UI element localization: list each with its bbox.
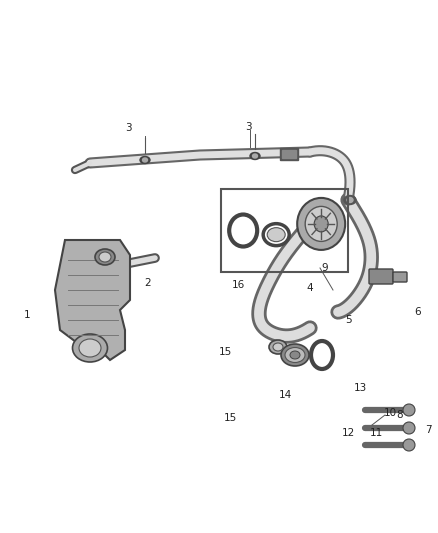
Ellipse shape [140, 157, 150, 164]
Text: 3: 3 [245, 122, 251, 132]
Text: 15: 15 [223, 413, 237, 423]
Ellipse shape [305, 206, 337, 241]
Ellipse shape [250, 152, 260, 159]
Bar [221, 189, 348, 272]
FancyBboxPatch shape [393, 272, 407, 282]
Text: 8: 8 [397, 410, 403, 420]
Ellipse shape [99, 252, 111, 262]
Ellipse shape [252, 154, 258, 158]
Text: 12: 12 [341, 428, 355, 438]
Ellipse shape [314, 216, 328, 232]
Text: 14: 14 [279, 390, 292, 400]
Bar [282, 150, 296, 158]
Ellipse shape [285, 348, 305, 362]
Text: 3: 3 [125, 123, 131, 133]
Text: 1: 1 [24, 310, 30, 320]
Text: 4: 4 [307, 283, 313, 293]
Text: 5: 5 [345, 315, 351, 325]
Polygon shape [55, 240, 130, 360]
Ellipse shape [267, 228, 285, 241]
Text: 16: 16 [231, 280, 245, 290]
Ellipse shape [73, 334, 107, 362]
FancyBboxPatch shape [369, 269, 393, 284]
Text: 13: 13 [353, 383, 367, 393]
Ellipse shape [95, 249, 115, 265]
Ellipse shape [142, 158, 148, 162]
Circle shape [403, 439, 415, 451]
Circle shape [403, 404, 415, 416]
Ellipse shape [347, 198, 353, 203]
Text: 2: 2 [145, 278, 151, 288]
Ellipse shape [269, 340, 287, 354]
Ellipse shape [273, 343, 283, 351]
Ellipse shape [281, 344, 309, 366]
Bar [280, 148, 298, 160]
Text: 7: 7 [425, 425, 431, 435]
Text: 11: 11 [369, 428, 383, 438]
Text: 9: 9 [321, 263, 328, 273]
Text: 15: 15 [219, 347, 232, 357]
Ellipse shape [234, 220, 252, 241]
Circle shape [403, 422, 415, 434]
Ellipse shape [315, 212, 325, 218]
Text: 6: 6 [415, 307, 421, 317]
Ellipse shape [79, 339, 101, 357]
Text: 10: 10 [383, 408, 396, 418]
Ellipse shape [290, 351, 300, 359]
Ellipse shape [315, 345, 329, 365]
Ellipse shape [312, 209, 328, 221]
Ellipse shape [297, 198, 345, 250]
Ellipse shape [344, 196, 356, 205]
